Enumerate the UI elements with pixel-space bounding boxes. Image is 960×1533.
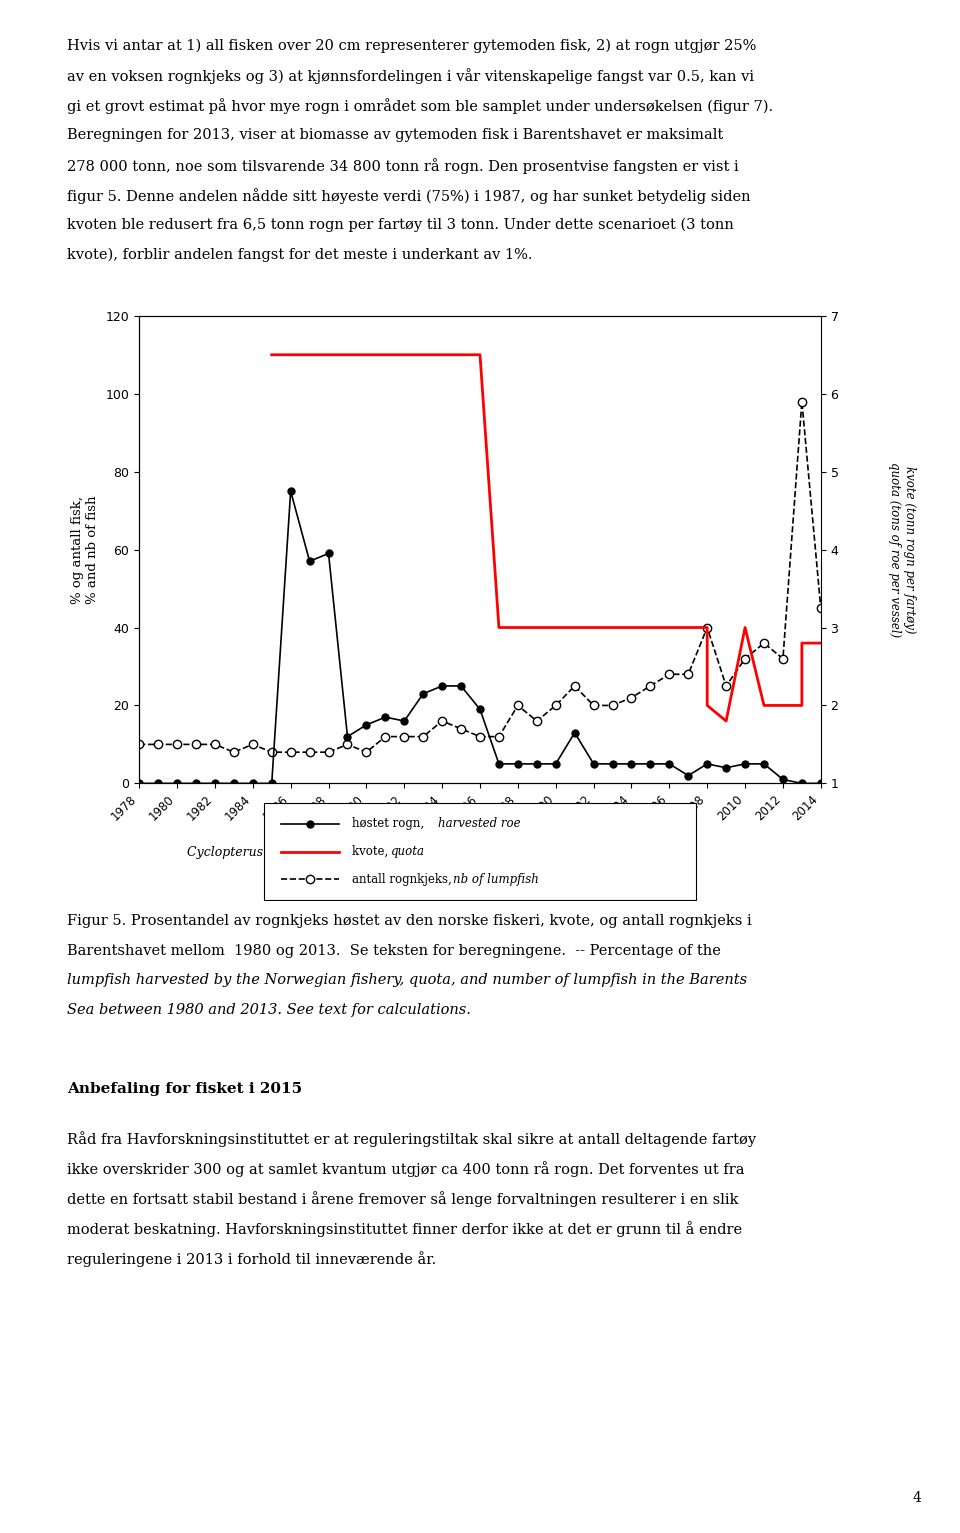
Text: gi et grovt estimat på hvor mye rogn i området som ble samplet under undersøkels: gi et grovt estimat på hvor mye rogn i o…	[67, 98, 774, 113]
Text: moderat beskatning. Havforskningsinstituttet finner derfor ikke at det er grunn : moderat beskatning. Havforskningsinstitu…	[67, 1220, 742, 1237]
Text: Barentshavet mellom  1980 og 2013.  Se teksten for beregningene.  -- Percentage : Barentshavet mellom 1980 og 2013. Se tek…	[67, 943, 721, 958]
Text: Sea between 1980 and 2013. See text for calculations.: Sea between 1980 and 2013. See text for …	[67, 1003, 471, 1018]
Text: av en voksen rognkjeks og 3) at kjønnsfordelingen i vår vitenskapelige fangst va: av en voksen rognkjeks og 3) at kjønnsfo…	[67, 67, 755, 84]
Text: kvote (tonn rogn per fartøy)
quota (tons of roe per vessel): kvote (tonn rogn per fartøy) quota (tons…	[888, 461, 917, 638]
Text: reguleringene i 2013 i forhold til inneværende år.: reguleringene i 2013 i forhold til innev…	[67, 1251, 437, 1266]
Text: figur 5. Denne andelen nådde sitt høyeste verdi (75%) i 1987, og har sunket bety: figur 5. Denne andelen nådde sitt høyest…	[67, 187, 751, 204]
Text: nb of lumpfish: nb of lumpfish	[452, 872, 539, 886]
Text: ikke overskrider 300 og at samlet kvantum utgjør ca 400 tonn rå rogn. Det forven: ikke overskrider 300 og at samlet kvantu…	[67, 1160, 745, 1177]
Text: kvote), forblir andelen fangst for det meste i underkant av 1%.: kvote), forblir andelen fangst for det m…	[67, 247, 533, 262]
Text: kvoten ble redusert fra 6,5 tonn rogn per fartøy til 3 tonn. Under dette scenari: kvoten ble redusert fra 6,5 tonn rogn pe…	[67, 218, 734, 231]
Text: 278 000 tonn, noe som tilsvarende 34 800 tonn rå rogn. Den prosentvise fangsten : 278 000 tonn, noe som tilsvarende 34 800…	[67, 158, 739, 173]
Text: Råd fra Havforskningsinstituttet er at reguleringstiltak skal sikre at antall de: Råd fra Havforskningsinstituttet er at r…	[67, 1131, 756, 1147]
X-axis label: År, year: År, year	[452, 832, 508, 849]
Text: quota: quota	[391, 845, 424, 858]
Text: 4: 4	[913, 1492, 922, 1505]
Y-axis label: % og antall fisk,
% and nb of fish: % og antall fisk, % and nb of fish	[71, 495, 99, 604]
Text: Cyclopterus lumpus: Cyclopterus lumpus	[186, 846, 313, 858]
Text: harvested roe: harvested roe	[438, 817, 520, 831]
Text: lumpfish harvested by the Norwegian fishery, quota, and number of lumpfish in th: lumpfish harvested by the Norwegian fish…	[67, 973, 747, 987]
Text: Beregningen for 2013, viser at biomasse av gytemoden fisk i Barentshavet er maks: Beregningen for 2013, viser at biomasse …	[67, 127, 724, 143]
Text: Figur 5. Prosentandel av rognkjeks høstet av den norske fiskeri, kvote, og antal: Figur 5. Prosentandel av rognkjeks høste…	[67, 914, 752, 927]
Text: dette en fortsatt stabil bestand i årene fremover så lenge forvaltningen resulte: dette en fortsatt stabil bestand i årene…	[67, 1191, 738, 1206]
Text: høstet rogn,: høstet rogn,	[352, 817, 428, 831]
Text: Hvis vi antar at 1) all fisken over 20 cm representerer gytemoden fisk, 2) at ro: Hvis vi antar at 1) all fisken over 20 c…	[67, 38, 756, 52]
Text: Anbefaling for fisket i 2015: Anbefaling for fisket i 2015	[67, 1082, 302, 1096]
Text: antall rognkjeks,: antall rognkjeks,	[352, 872, 455, 886]
Text: kvote,: kvote,	[352, 845, 392, 858]
